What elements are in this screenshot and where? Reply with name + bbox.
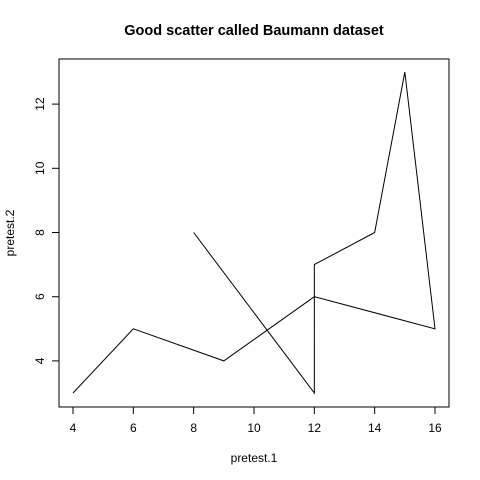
x-axis-label: pretest.1 [231, 451, 278, 465]
x-tick-label: 16 [428, 421, 442, 435]
chart-title: Good scatter called Baumann dataset [124, 23, 384, 39]
y-tick-label: 10 [33, 161, 47, 175]
y-tick-label: 4 [33, 357, 47, 364]
y-axis: 4 6 8 10 12 [33, 97, 60, 364]
series-line [72, 71, 436, 395]
x-tick-label: 4 [70, 421, 77, 435]
x-tick-label: 8 [190, 421, 197, 435]
y-tick-label: 6 [33, 293, 47, 300]
x-tick-label: 10 [247, 421, 261, 435]
y-tick-label: 12 [33, 97, 47, 111]
x-tick-label: 6 [130, 421, 137, 435]
y-axis-label: pretest.2 [3, 209, 17, 256]
y-tick-label: 8 [33, 229, 47, 236]
x-tick-label: 12 [308, 421, 322, 435]
x-tick-label: 14 [368, 421, 382, 435]
x-axis: 4 6 8 10 12 14 16 [70, 406, 442, 435]
